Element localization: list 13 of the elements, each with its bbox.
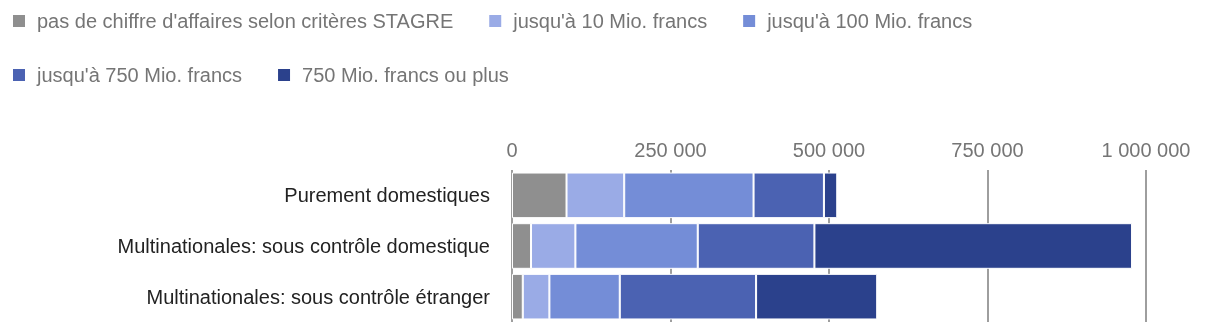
x-tick-label: 750 000 — [951, 139, 1024, 161]
legend-label: pas de chiffre d'affaires selon critères STAGRE — [37, 10, 454, 32]
x-tick-label: 500 000 — [792, 139, 866, 161]
y-tick-label: Multinationales: sous contrôle domestique — [117, 235, 490, 257]
y-tick-label: Multinationales: sous contrôle étranger — [146, 285, 491, 308]
legend-label: 750 Mio. francs ou plus — [302, 64, 509, 86]
x-tick-label: 1 000 000 — [1101, 139, 1191, 161]
legend-label: jusqu'à 10 Mio. francs — [512, 10, 708, 32]
x-tick-label: 250 000 — [634, 139, 707, 161]
x-tick-label: 0 — [506, 139, 518, 161]
legend-label: jusqu'à 100 Mio. francs — [766, 10, 973, 32]
y-tick-label: Purement domestiques — [284, 184, 490, 207]
legend-label: jusqu'à 750 Mio. francs — [36, 64, 243, 86]
